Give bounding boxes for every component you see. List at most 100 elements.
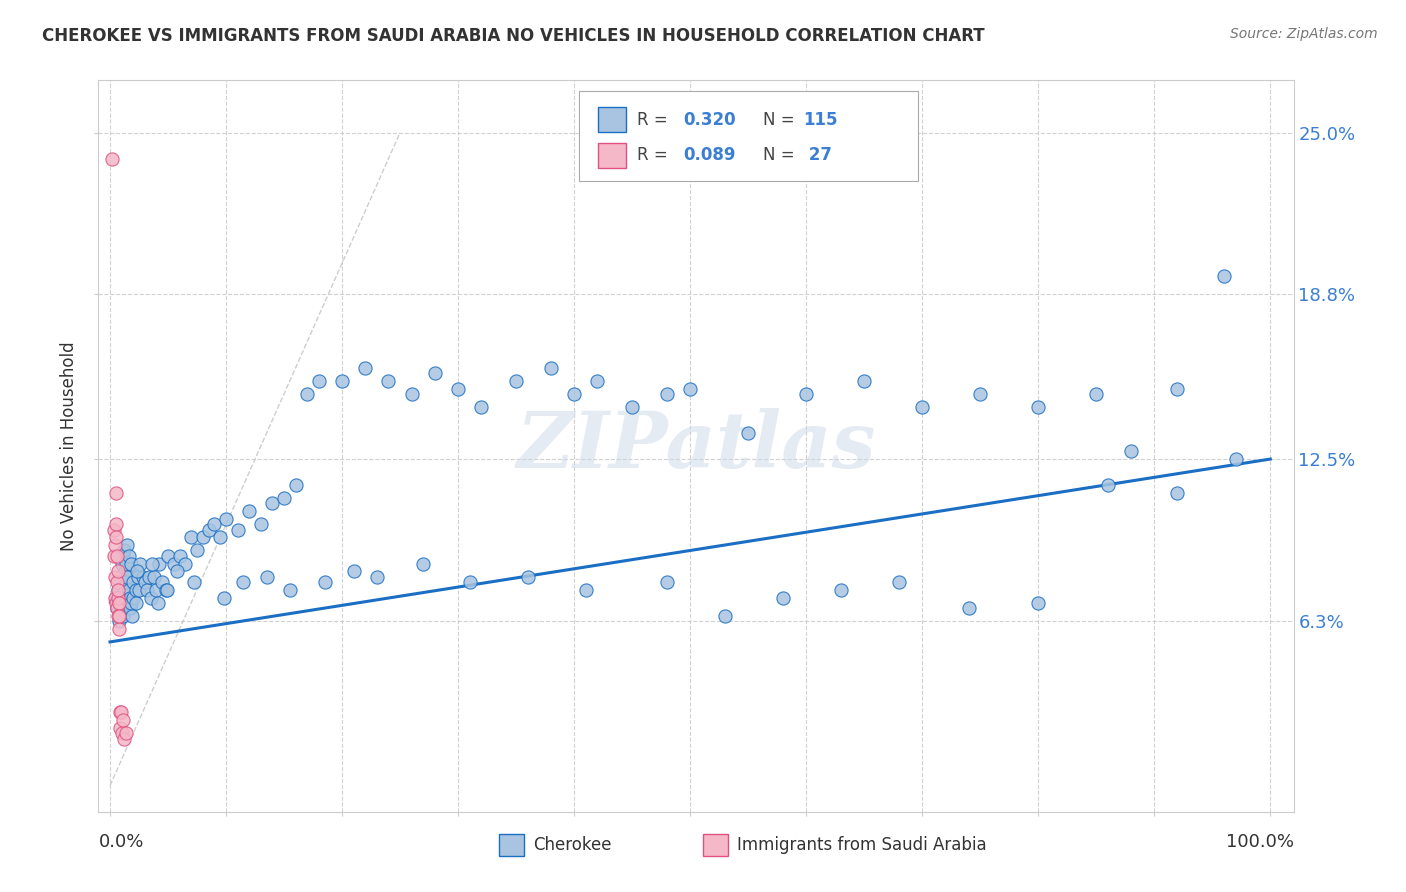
Point [191,530,214,544]
Point [105,601,128,615]
Point [423,366,446,380]
Point [330,374,353,388]
Point [103,549,125,563]
Point [215,512,238,526]
Point [308,374,330,388]
Point [830,582,852,597]
Point [108,593,131,607]
Point [297,386,319,401]
Point [180,530,202,544]
Point [129,557,152,571]
Point [108,596,131,610]
Point [148,557,170,571]
Point [183,574,205,589]
Point [679,382,702,396]
Point [108,608,131,623]
Point [447,382,470,396]
Point [120,596,142,610]
Point [853,374,876,388]
Point [969,386,991,401]
Point [105,574,128,589]
Point [145,582,167,597]
Point [186,543,208,558]
Point [103,523,125,537]
Point [121,608,143,623]
Point [115,557,138,571]
Text: Immigrants from Saudi Arabia: Immigrants from Saudi Arabia [737,836,987,855]
Point [737,425,759,440]
Point [401,386,423,401]
Point [470,400,492,414]
Point [108,614,131,628]
Point [107,608,129,623]
Point [122,574,145,589]
Point [1212,269,1234,284]
Point [1119,444,1142,458]
Text: N =: N = [763,146,800,164]
Point [111,599,134,613]
Point [112,731,135,746]
Point [1026,596,1049,610]
Point [314,574,336,589]
Point [107,622,129,636]
Point [124,582,146,597]
Point [124,596,146,610]
Point [104,591,127,605]
Point [139,591,162,605]
Point [1085,386,1108,401]
Point [226,523,249,537]
Point [262,496,284,510]
Point [209,530,232,544]
Point [125,565,148,579]
Text: 27: 27 [803,146,832,164]
Point [366,569,388,583]
Point [212,591,235,605]
Point [540,360,562,375]
Point [256,569,278,583]
Text: ZIPatlas: ZIPatlas [516,408,876,484]
Point [714,608,737,623]
Point [174,557,197,571]
Point [105,596,128,610]
Point [505,374,527,388]
Point [458,574,481,589]
Text: R =: R = [637,111,673,128]
Point [150,574,173,589]
Point [204,517,226,532]
Point [118,591,141,605]
Point [111,549,134,563]
Point [136,582,159,597]
Text: 100.0%: 100.0% [1226,832,1294,851]
Point [562,386,585,401]
Text: CHEROKEE VS IMMIGRANTS FROM SAUDI ARABIA NO VEHICLES IN HOUSEHOLD CORRELATION CH: CHEROKEE VS IMMIGRANTS FROM SAUDI ARABIA… [42,27,984,45]
Point [655,386,678,401]
Point [794,386,817,401]
Point [197,523,219,537]
Text: 115: 115 [803,111,838,128]
Point [146,596,169,610]
Point [911,400,934,414]
Point [284,478,307,492]
Point [1166,382,1188,396]
Point [104,569,127,583]
Point [114,596,136,610]
Point [238,504,260,518]
Point [655,574,678,589]
Point [105,530,128,544]
Point [107,582,129,597]
Point [127,569,149,583]
Point [138,569,160,583]
Point [111,591,134,605]
Point [232,574,254,589]
Point [412,557,434,571]
Point [166,565,188,579]
Point [575,582,598,597]
Point [128,582,150,597]
Point [157,549,180,563]
Point [110,569,132,583]
Point [107,565,129,579]
Point [107,582,129,597]
Point [1026,400,1049,414]
Text: 0.089: 0.089 [683,146,735,164]
Point [104,486,127,500]
